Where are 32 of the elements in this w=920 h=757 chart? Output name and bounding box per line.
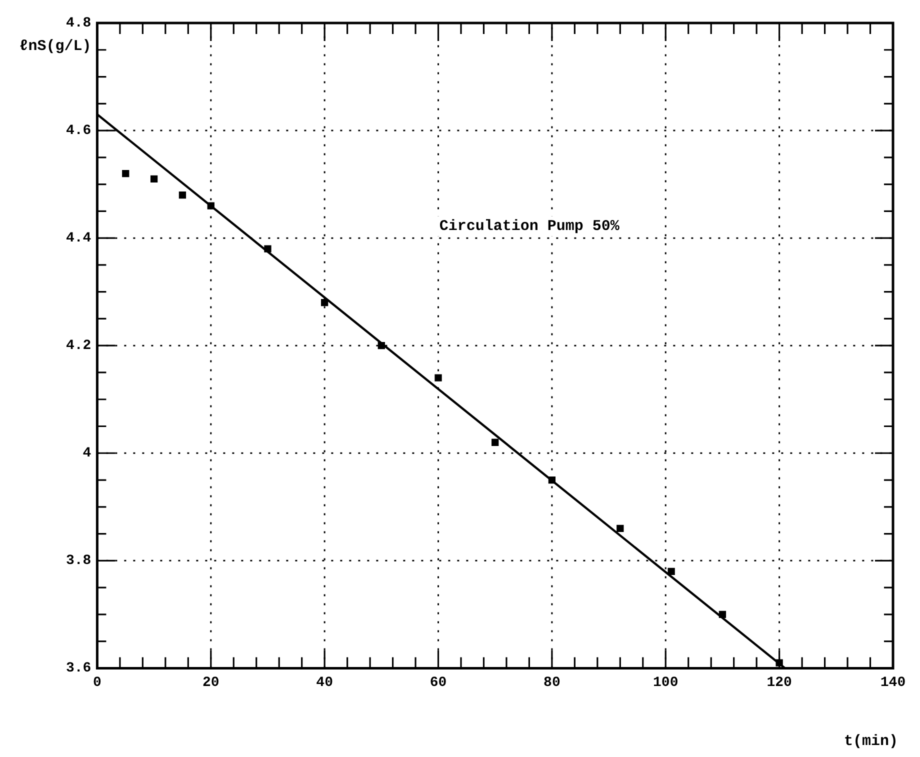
point (718, 610, 726, 618)
point (178, 191, 186, 199)
point (378, 342, 385, 350)
x-tick-label: 40 (316, 675, 333, 692)
point (776, 659, 783, 666)
x-tick-label: 80 (544, 675, 560, 692)
annotation: Circulation Pump 50% (439, 218, 620, 236)
point (264, 245, 272, 252)
y-tick-label: 4.8 (66, 16, 92, 32)
y-tick-label: 3.6 (66, 660, 92, 677)
point (548, 476, 556, 484)
point (616, 524, 624, 532)
y-tick-label: 4.6 (66, 123, 92, 140)
point (150, 175, 158, 182)
y-tick-label: 3.8 (66, 553, 92, 570)
x-axis-title: t(min) (844, 732, 898, 750)
x-tick-label: 140 (880, 675, 906, 692)
y-tick-label: 4 (82, 446, 92, 462)
point (434, 374, 442, 382)
x-tick-label: 20 (202, 675, 220, 692)
y-tick-label: 4.2 (66, 338, 92, 354)
y-axis-title: ℓnS(g/L) (19, 38, 92, 55)
x-tick-label: 60 (430, 675, 447, 692)
x-tick-label: 120 (766, 675, 792, 692)
point (668, 568, 675, 575)
point (122, 170, 130, 178)
y-tick-label: 4.4 (66, 230, 92, 247)
x-tick-label: 100 (653, 675, 678, 692)
point (492, 438, 499, 446)
point (207, 202, 214, 210)
x-tick-label: 0 (93, 675, 102, 692)
point (321, 299, 328, 306)
